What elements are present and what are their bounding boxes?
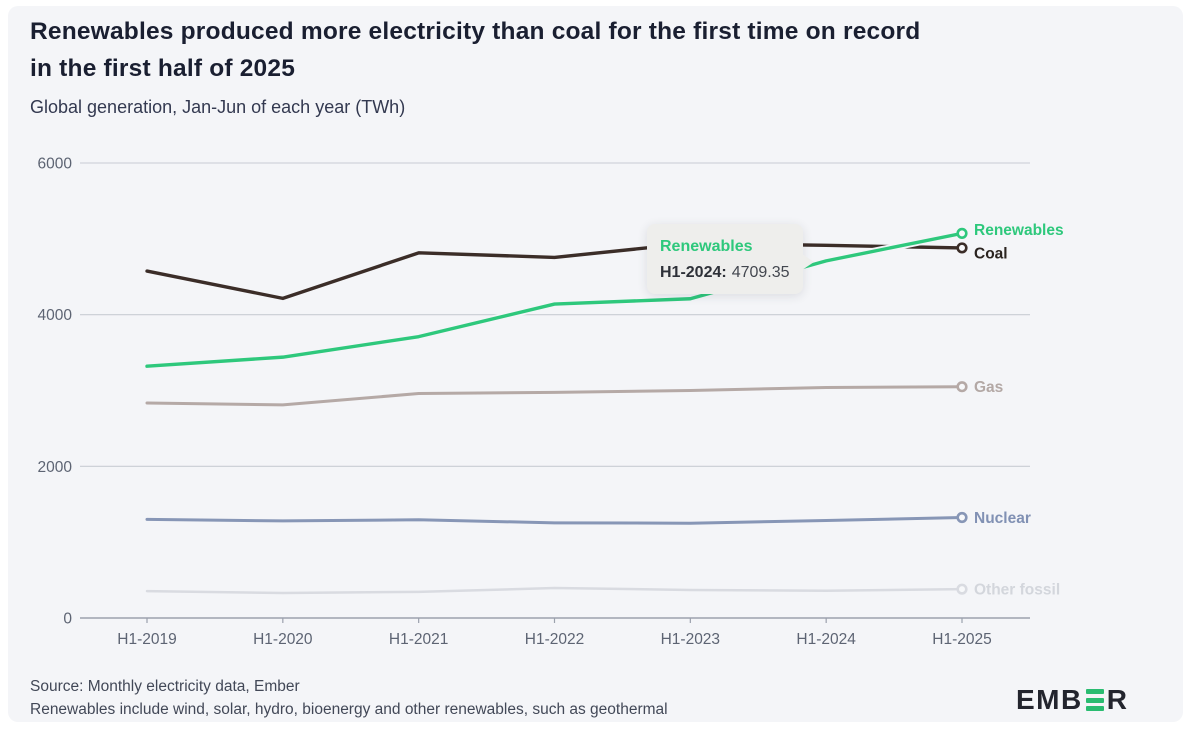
chart-subtitle: Global generation, Jan-Jun of each year …: [30, 97, 406, 117]
ember-logo-prefix: EMB: [1016, 684, 1083, 715]
series-marker-gas[interactable]: [956, 381, 968, 393]
y-tick-label: 4000: [38, 307, 73, 324]
ember-logo: EMB R: [1016, 684, 1128, 716]
chart-title-line2: in the first half of 2025: [30, 55, 296, 82]
series-line-gas: [145, 385, 964, 407]
x-tick-label: H1-2023: [661, 631, 720, 648]
y-tick-label: 2000: [38, 459, 73, 476]
x-tick-label: H1-2020: [253, 631, 313, 648]
x-tick-label: H1-2022: [525, 631, 584, 648]
source-note: Source: Monthly electricity data, Ember: [30, 678, 300, 695]
series-label-other-fossil: Other fossil: [974, 582, 1060, 599]
series-marker-nuclear[interactable]: [956, 511, 968, 524]
x-tick-label: H1-2021: [389, 631, 448, 648]
x-tick-label: H1-2025: [932, 631, 991, 648]
chart-tooltip: Renewables H1-2024: 4709.35: [647, 224, 814, 294]
tooltip-series-name: Renewables: [660, 238, 753, 255]
series-label-coal: Coal: [974, 245, 1008, 262]
chart-footer: Source: Monthly electricity data, Ember …: [30, 675, 668, 721]
series-label-nuclear: Nuclear: [974, 510, 1031, 527]
chart-title: Renewables produced more electricity tha…: [30, 13, 1150, 87]
y-tick-label: 0: [63, 611, 72, 628]
series-line-nuclear: [145, 516, 964, 525]
renewables-note: Renewables include wind, solar, hydro, b…: [30, 701, 668, 718]
series-marker-renewables[interactable]: [956, 227, 968, 239]
series-line-renewables: [145, 231, 964, 368]
chart-title-line1: Renewables produced more electricity tha…: [30, 18, 921, 45]
x-tick-label: H1-2024: [796, 631, 856, 648]
y-tick-label: 6000: [38, 156, 73, 173]
series-line-halo-renewables: [146, 229, 963, 370]
series-line-coal: [145, 241, 964, 301]
series-line-other-fossil: [145, 586, 964, 595]
tooltip-period-label: H1-2024:: [660, 264, 727, 281]
ember-logo-suffix: R: [1106, 684, 1129, 715]
x-tick-label: H1-2019: [117, 631, 176, 648]
series-label-gas: Gas: [974, 379, 1003, 396]
series-marker-other-fossil[interactable]: [956, 583, 968, 595]
tooltip-arrow-icon: [801, 254, 814, 270]
series-marker-coal[interactable]: [956, 242, 968, 254]
tooltip-value-row: H1-2024: 4709.35: [660, 262, 790, 283]
series-label-renewables: Renewables: [974, 222, 1064, 239]
ember-logo-e-bars-icon: [1085, 689, 1104, 711]
tooltip-value: 4709.35: [731, 264, 790, 281]
